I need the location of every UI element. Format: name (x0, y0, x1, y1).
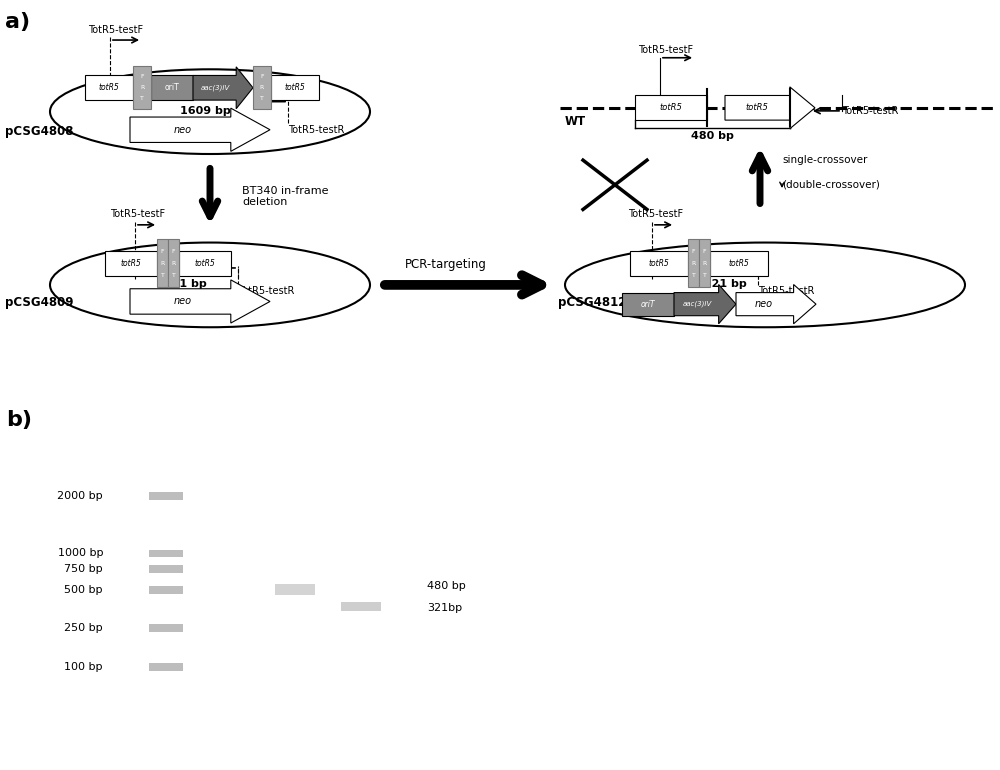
Text: T: T (140, 96, 144, 101)
Text: TotR5-testR: TotR5-testR (758, 286, 814, 296)
Text: R: R (260, 85, 264, 90)
Bar (133, 66, 151, 109)
Text: aac(3)IV: aac(3)IV (201, 85, 230, 91)
Text: R: R (160, 261, 165, 266)
Text: TotR5-testR: TotR5-testR (288, 125, 344, 135)
Bar (149, 550, 183, 557)
Text: R: R (140, 85, 144, 90)
Text: T: T (260, 96, 264, 101)
Bar (630, 251, 688, 276)
Text: 3: 3 (356, 439, 366, 453)
Text: F: F (260, 75, 264, 79)
Text: neo: neo (174, 125, 192, 135)
Bar (151, 75, 193, 100)
Polygon shape (674, 284, 736, 323)
Text: totR5: totR5 (649, 259, 669, 268)
Text: T: T (172, 273, 175, 278)
Bar (688, 239, 699, 287)
Bar (149, 492, 183, 500)
Text: WT: WT (565, 115, 586, 128)
Text: R: R (702, 261, 707, 266)
Text: T: T (692, 273, 695, 278)
Text: totR5: totR5 (745, 103, 768, 112)
Bar (149, 663, 183, 671)
Text: 321bp: 321bp (427, 603, 462, 613)
Text: (double-crossover): (double-crossover) (782, 180, 880, 189)
Bar (622, 293, 674, 316)
Text: aac(3)IV: aac(3)IV (683, 301, 712, 307)
Bar (85, 75, 133, 100)
Text: single-crossover: single-crossover (782, 156, 867, 165)
Text: neo: neo (755, 300, 773, 309)
Text: 100 bp: 100 bp (64, 661, 103, 671)
Bar (157, 239, 168, 287)
Bar (710, 251, 768, 276)
Polygon shape (736, 284, 816, 323)
Text: neo: neo (174, 296, 192, 306)
Text: 480 bp: 480 bp (691, 131, 734, 141)
Text: 321 bp: 321 bp (704, 279, 746, 289)
Polygon shape (725, 87, 815, 129)
Text: R: R (171, 261, 176, 266)
Text: totR5: totR5 (729, 259, 749, 268)
Text: T: T (161, 273, 164, 278)
Text: TotR5-testF: TotR5-testF (88, 25, 143, 35)
Bar (149, 624, 183, 631)
Bar (271, 75, 319, 100)
Text: F: F (161, 249, 164, 254)
Polygon shape (193, 67, 253, 109)
Text: totR5: totR5 (660, 103, 682, 112)
Text: 1000 bp: 1000 bp (58, 548, 103, 558)
Bar (149, 565, 183, 573)
Text: F: F (703, 249, 706, 254)
Text: R: R (691, 261, 696, 266)
Text: totR5: totR5 (121, 259, 141, 268)
Text: TotR5-testF: TotR5-testF (110, 209, 165, 219)
Text: 250 bp: 250 bp (64, 623, 103, 633)
Text: pCSG4812: pCSG4812 (558, 296, 626, 310)
Text: TotR5-testF: TotR5-testF (638, 45, 693, 55)
Text: M: M (159, 439, 173, 453)
Text: totR5: totR5 (285, 83, 305, 92)
Text: F: F (140, 75, 144, 79)
Text: a): a) (5, 12, 30, 32)
Bar (179, 251, 231, 276)
Text: 321 bp: 321 bp (164, 279, 206, 289)
Text: oriT: oriT (165, 83, 179, 92)
Text: PCR-targeting: PCR-targeting (405, 258, 487, 271)
Bar (699, 239, 710, 287)
Text: 2000 bp: 2000 bp (57, 491, 103, 500)
Text: T: T (703, 273, 706, 278)
Text: BT340 in-frame
deletion: BT340 in-frame deletion (242, 186, 328, 207)
Text: 2: 2 (290, 439, 300, 453)
Bar (253, 66, 271, 109)
Polygon shape (130, 108, 270, 152)
Bar (168, 239, 179, 287)
Bar (149, 586, 183, 594)
Text: TotR5-testR: TotR5-testR (842, 106, 898, 116)
Text: 500 bp: 500 bp (64, 584, 103, 594)
Text: 1: 1 (224, 439, 234, 453)
Text: totR5: totR5 (195, 259, 215, 268)
Text: pCSG4809: pCSG4809 (5, 296, 74, 310)
Text: b): b) (6, 410, 32, 430)
Bar (635, 95, 707, 120)
Text: TotR5-testF: TotR5-testF (628, 209, 683, 219)
Bar (105, 251, 157, 276)
Polygon shape (130, 280, 270, 323)
Text: 1609 bp: 1609 bp (180, 106, 230, 116)
Text: totR5: totR5 (99, 83, 119, 92)
Text: F: F (692, 249, 695, 254)
Text: oriT: oriT (641, 300, 655, 309)
Bar (275, 584, 315, 595)
Text: 750 bp: 750 bp (64, 564, 103, 574)
Text: F: F (172, 249, 175, 254)
Text: 480 bp: 480 bp (427, 581, 466, 591)
Bar (341, 602, 381, 611)
Text: TotR5-testR: TotR5-testR (238, 286, 294, 296)
Text: pCSG4808: pCSG4808 (5, 125, 74, 138)
